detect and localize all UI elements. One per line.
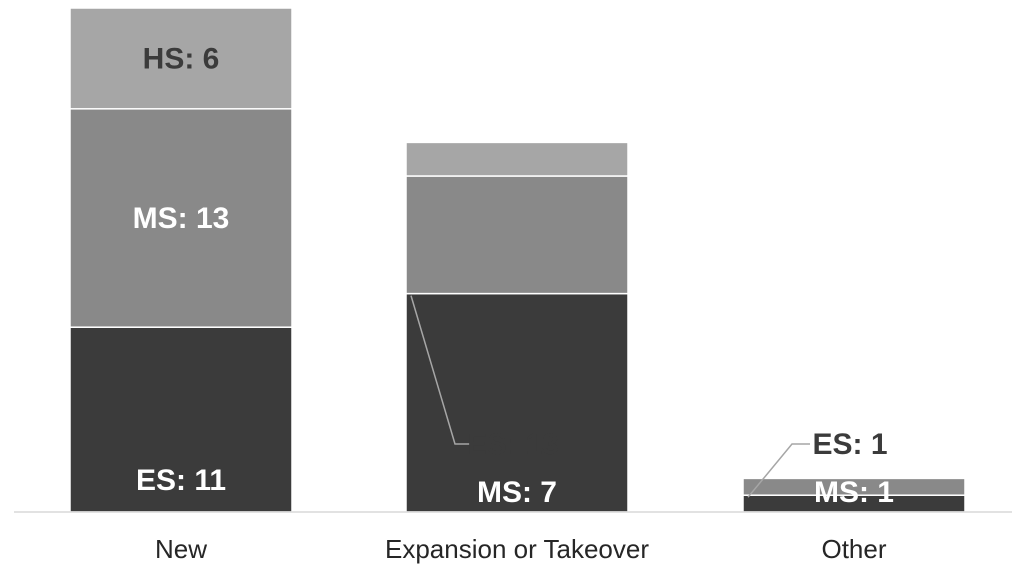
bar-segment-es-0 xyxy=(69,326,293,513)
data-label-es-0: ES: 11 xyxy=(136,464,226,497)
data-labels-group: ES: 11 MS: 13 HS: 6 MS: 7 ES: 13 MS: 1 ES: 1 xyxy=(133,42,894,509)
bar-segment-ms-1 xyxy=(405,175,629,295)
bar-segment-hs-1 xyxy=(405,141,629,177)
leader-line-es-2 xyxy=(747,443,810,498)
data-label-hs-0: HS: 6 xyxy=(143,42,220,75)
data-label-ms-2: MS: 1 xyxy=(814,476,894,509)
data-label-ms-0: MS: 13 xyxy=(133,202,230,235)
bar-segment-ms-2 xyxy=(742,477,966,496)
bar-segment-ms-0 xyxy=(69,108,293,328)
bar-segment-hs-0 xyxy=(69,7,293,110)
category-label-2: Other xyxy=(821,534,886,564)
data-label-es-2: ES: 1 xyxy=(812,428,887,461)
category-label-0: New xyxy=(155,534,207,564)
category-labels-group: New Expansion or Takeover Other xyxy=(155,534,887,564)
data-label-es-1: ES: 13 xyxy=(467,428,559,461)
data-label-ms-1: MS: 7 xyxy=(477,476,557,509)
leader-line-es-1 xyxy=(410,295,473,445)
category-label-1: Expansion or Takeover xyxy=(385,534,649,564)
